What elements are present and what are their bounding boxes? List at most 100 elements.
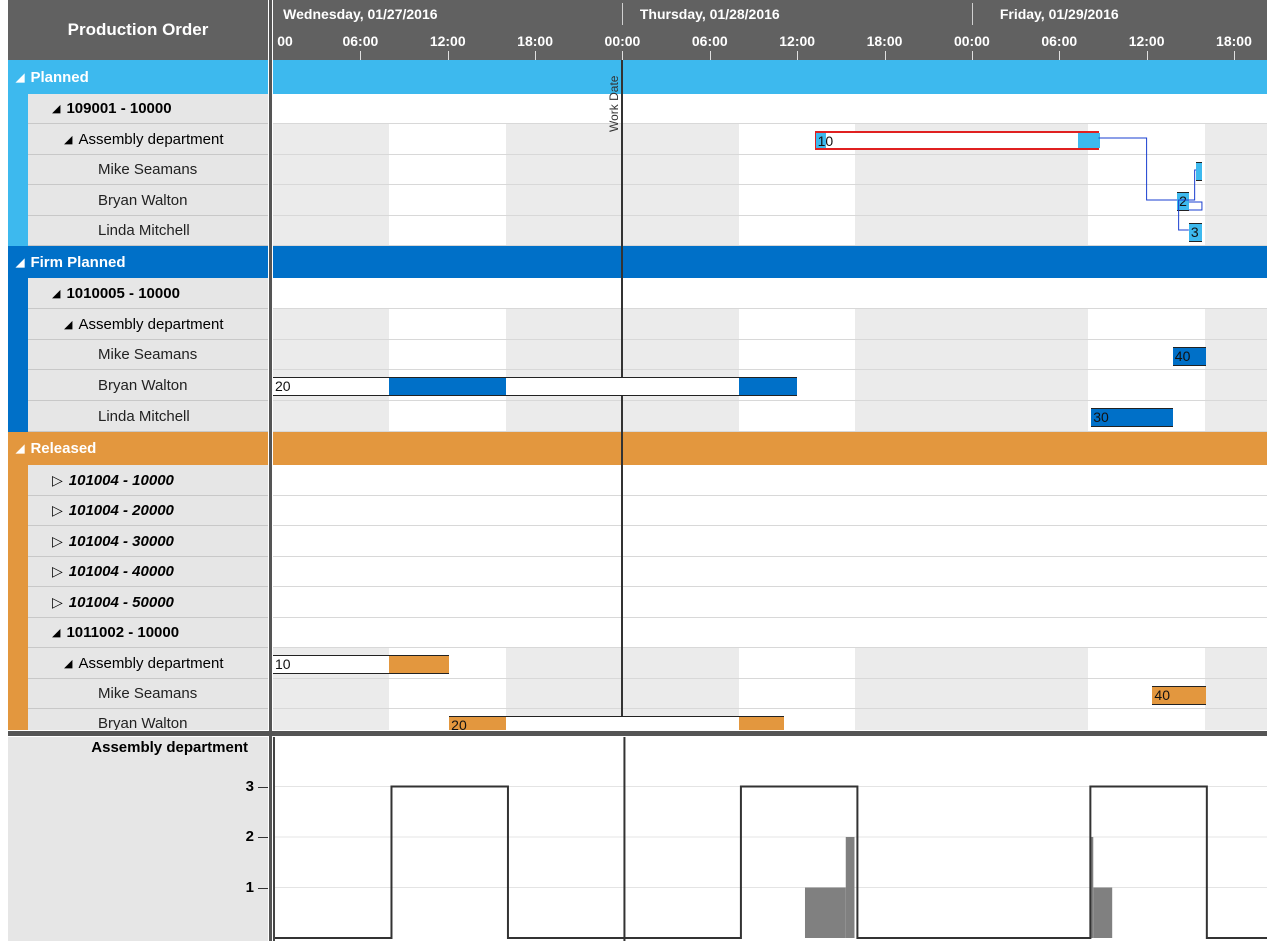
collapse-icon[interactable] [64, 657, 72, 670]
horizontal-splitter[interactable] [8, 731, 1267, 736]
time-tick-mark [797, 51, 799, 60]
gantt-row[interactable] [273, 216, 1267, 246]
tree-row-label: 101004 - 10000 [68, 471, 174, 489]
tree-row-res[interactable]: Mike Seamans [8, 679, 268, 709]
collapse-icon[interactable] [16, 442, 24, 455]
tree-row-label: 1010005 - 10000 [66, 284, 180, 302]
gantt-row[interactable] [273, 309, 1267, 340]
tree-row-label: Linda Mitchell [98, 407, 190, 425]
bar-label: 3 [1190, 223, 1199, 240]
gantt-row[interactable] [273, 496, 1267, 526]
tree-row-res[interactable]: Bryan Walton [8, 709, 268, 730]
tree-row-res[interactable]: Bryan Walton [8, 185, 268, 216]
tree-row-dept[interactable]: Assembly department [8, 648, 268, 679]
operation-bar[interactable]: 10 [814, 131, 1100, 150]
gantt-row[interactable] [273, 679, 1267, 709]
tree-row-order[interactable]: 1011002 - 10000 [8, 618, 268, 648]
collapse-icon[interactable] [64, 133, 72, 146]
tree-row-dept[interactable]: Assembly department [8, 124, 268, 155]
nonworking-shade [855, 309, 1089, 339]
collapse-icon[interactable] [16, 256, 24, 269]
collapse-icon[interactable] [52, 287, 60, 300]
gantt-row[interactable] [273, 587, 1267, 618]
operation-bar[interactable]: 40 [1152, 685, 1207, 705]
expand-icon[interactable] [52, 594, 63, 611]
gantt-row[interactable] [273, 246, 1267, 278]
operation-bar[interactable]: 2 [1177, 192, 1189, 211]
tree-row-order-collapsed[interactable]: 101004 - 10000 [8, 465, 268, 496]
tree-row-res[interactable]: Mike Seamans [8, 340, 268, 370]
tree-row-dept[interactable]: Assembly department [8, 309, 268, 340]
operation-bar[interactable]: 20 [273, 377, 798, 396]
expand-icon[interactable] [52, 533, 63, 550]
bar-segment [389, 656, 450, 673]
nonworking-shade [273, 679, 390, 708]
time-tick-label: 06:00 [691, 33, 728, 49]
gantt-row[interactable] [273, 185, 1267, 216]
time-tick-label: 06:00 [342, 33, 379, 49]
timeline-header[interactable]: Wednesday, 01/27/2016 Thursday, 01/28/201… [273, 0, 1267, 60]
tree-row-res[interactable]: Mike Seamans [8, 155, 268, 185]
tree-row-res[interactable]: Linda Mitchell [8, 401, 268, 432]
gantt-row[interactable] [273, 124, 1267, 155]
tree-row-order-collapsed[interactable]: 101004 - 40000 [8, 557, 268, 587]
expand-icon[interactable] [52, 502, 63, 519]
splitter[interactable] [269, 0, 272, 941]
operation-bar[interactable]: 20 [449, 715, 785, 730]
tree-row-res[interactable]: Bryan Walton [8, 370, 268, 401]
tree-row-res[interactable]: Linda Mitchell [8, 216, 268, 246]
gantt-row[interactable] [273, 618, 1267, 648]
tree-row-order-collapsed[interactable]: 101004 - 50000 [8, 587, 268, 618]
bar-segment [1091, 409, 1173, 426]
gantt-row[interactable] [273, 465, 1267, 496]
tree-row-order-collapsed[interactable]: 101004 - 20000 [8, 496, 268, 526]
tree-cell: 101004 - 50000 [28, 587, 268, 618]
gantt-row[interactable] [273, 278, 1267, 309]
time-tick-mark [1146, 51, 1148, 60]
collapse-icon[interactable] [64, 318, 72, 331]
tree-row-label: 101004 - 40000 [68, 563, 174, 580]
operation-bar[interactable]: 10 [273, 655, 450, 674]
nonworking-shade [1204, 340, 1267, 369]
bar-label: 10 [817, 133, 834, 149]
load-usage-block [1090, 837, 1094, 938]
gantt-row[interactable] [273, 557, 1267, 587]
operation-bar[interactable] [1196, 161, 1202, 181]
nonworking-shade [855, 679, 1089, 708]
collapse-icon[interactable] [52, 626, 60, 639]
bar-segment [1188, 223, 1202, 241]
expand-icon[interactable] [52, 563, 63, 580]
time-tick-label: 18:00 [1216, 33, 1252, 49]
work-date-label: Work Date [607, 75, 622, 132]
status-color-strip [8, 155, 28, 185]
tree-cell: Mike Seamans [28, 679, 268, 709]
tree-row-status[interactable]: Planned [8, 60, 268, 94]
gantt-row[interactable] [273, 432, 1267, 465]
tree-row-order[interactable]: 109001 - 10000 [8, 94, 268, 124]
expand-icon[interactable] [52, 472, 63, 489]
status-color-strip [8, 401, 28, 432]
tree-row-order[interactable]: 1010005 - 10000 [8, 278, 268, 309]
bar-segment [505, 378, 739, 395]
gantt-row[interactable] [273, 94, 1267, 124]
gantt-row[interactable] [273, 60, 1267, 94]
bar-segment [1077, 133, 1100, 148]
status-color-strip [8, 618, 28, 648]
tree-row-status[interactable]: Firm Planned [8, 246, 268, 278]
tree-row-status[interactable]: Released [8, 432, 268, 465]
nonworking-shade [855, 648, 1089, 678]
gantt-row[interactable] [273, 340, 1267, 370]
gantt-chart[interactable]: Work Date 10 2 3 40 20 30 10 40 20 [273, 60, 1267, 730]
tree-cell: 1010005 - 10000 [28, 278, 268, 309]
gantt-row[interactable] [273, 526, 1267, 557]
tree-row-label: 101004 - 50000 [68, 593, 174, 611]
tree-row-order-collapsed[interactable]: 101004 - 30000 [8, 526, 268, 557]
tree-cell: Linda Mitchell [28, 216, 268, 246]
nonworking-shade [273, 155, 390, 184]
operation-bar[interactable]: 30 [1091, 408, 1173, 427]
collapse-icon[interactable] [52, 102, 60, 115]
operation-bar[interactable]: 40 [1172, 346, 1207, 366]
collapse-icon[interactable] [16, 71, 24, 84]
gantt-row[interactable] [273, 155, 1267, 185]
operation-bar[interactable]: 3 [1188, 222, 1202, 242]
